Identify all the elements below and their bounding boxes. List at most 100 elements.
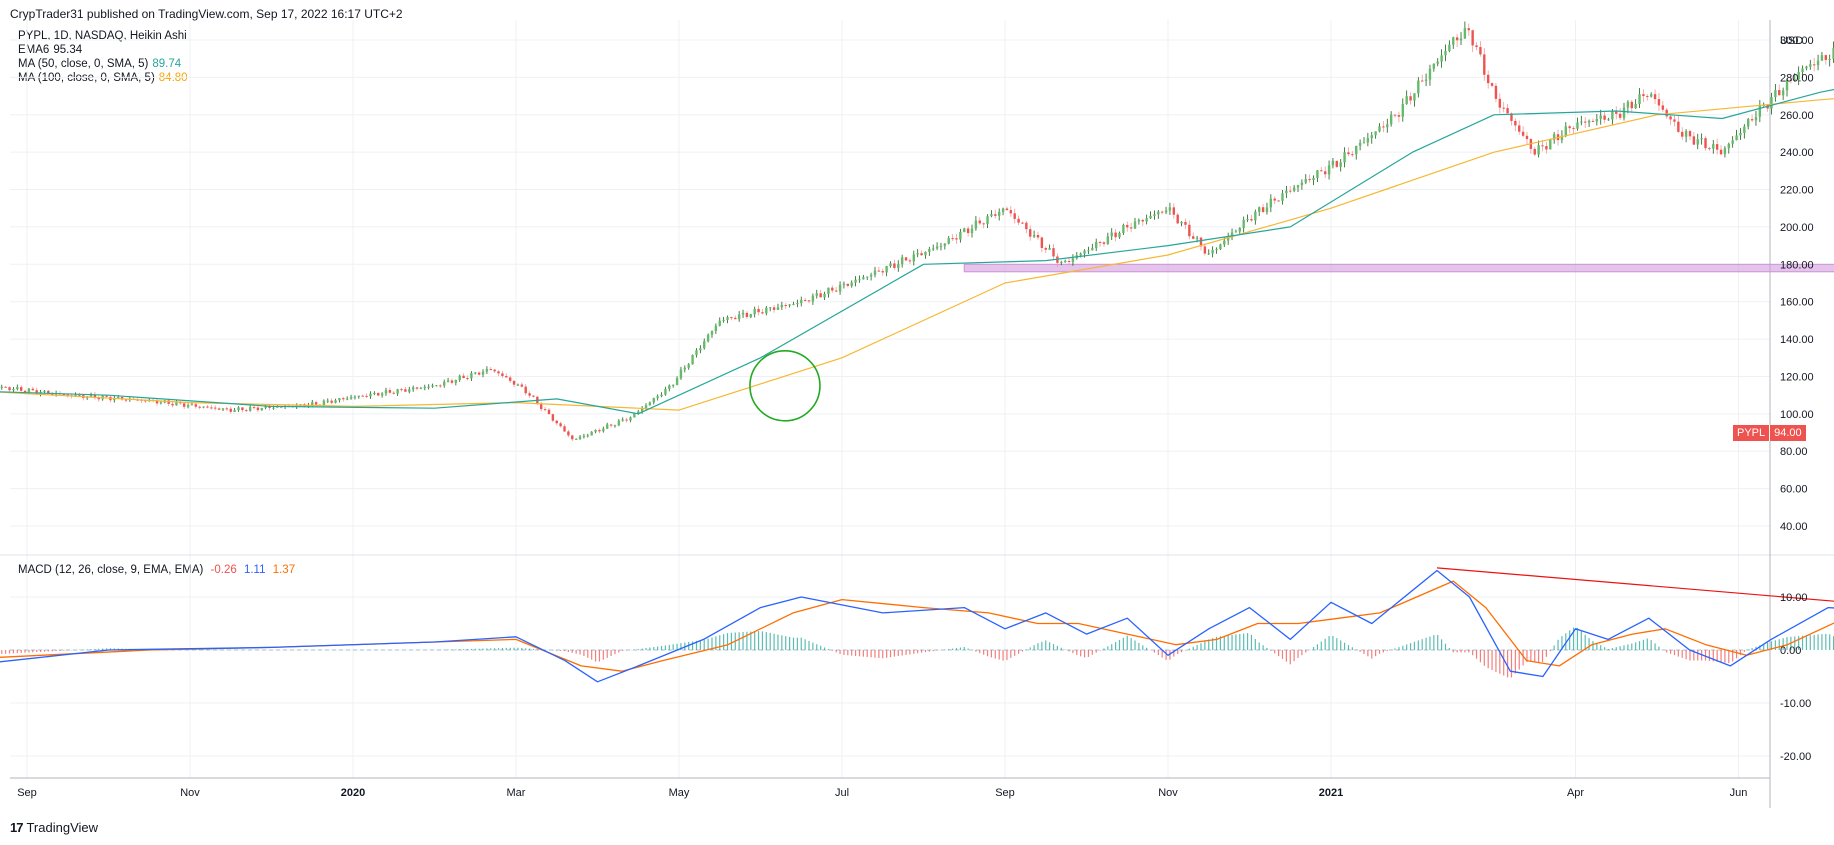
candle-body <box>4 386 7 388</box>
candle-body <box>508 377 512 381</box>
candle-body <box>1564 126 1567 136</box>
legend-ema-value: 95.34 <box>53 44 83 56</box>
candle-body <box>1599 115 1602 119</box>
candle-body <box>660 394 663 397</box>
macd-tick-label: 10.00 <box>1780 592 1808 604</box>
candle-body <box>1638 94 1641 105</box>
candle-body <box>1518 125 1521 132</box>
candle-body <box>1265 207 1269 212</box>
candle-body <box>1358 142 1362 146</box>
time-tick-label: Sep <box>995 787 1015 799</box>
candle-body <box>276 406 279 408</box>
candle-body <box>202 406 205 408</box>
candle-body <box>1110 232 1113 237</box>
candle-body <box>912 254 915 262</box>
candle-body <box>718 320 721 326</box>
candle-body <box>602 428 605 432</box>
candle-body <box>1467 28 1470 31</box>
axes: USD 40.00 60.00 80.00 100.00 120.00 140.00 160.… <box>17 35 1814 799</box>
candle-body <box>1203 246 1207 254</box>
candle-body <box>1754 116 1758 121</box>
candle-body <box>652 398 655 403</box>
candle-body <box>1211 249 1214 254</box>
candle-body <box>1312 177 1315 181</box>
candle-body <box>815 293 818 296</box>
candle-body <box>458 375 461 381</box>
candle-body <box>1168 207 1172 211</box>
candle-body <box>1455 37 1459 41</box>
candle-body <box>1646 96 1649 98</box>
candle-body <box>93 394 97 398</box>
candle-body <box>225 408 229 410</box>
candle-body <box>1292 187 1296 191</box>
price-tick-label: 280.00 <box>1780 72 1814 84</box>
candle-body <box>842 283 846 285</box>
macd-tick-label: 0.00 <box>1780 645 1801 657</box>
candle-body <box>1696 139 1699 145</box>
candle-body <box>908 260 912 262</box>
moving-averages <box>0 88 1834 415</box>
candle-body <box>74 394 77 397</box>
candle-body <box>850 282 853 286</box>
candle-body <box>1479 47 1482 55</box>
candle-body <box>1618 113 1622 118</box>
candle-body <box>377 392 380 396</box>
candle-body <box>792 303 795 305</box>
candle-body <box>1409 96 1412 101</box>
candle-body <box>1688 131 1692 137</box>
candle-body <box>1145 218 1148 222</box>
legend-symbol: PYPL, 1D, NASDAQ, Heikin Ashi <box>18 30 187 42</box>
candle-body <box>1176 214 1179 224</box>
candle-body <box>1137 219 1141 222</box>
candle-body <box>640 408 644 412</box>
candle-body <box>800 299 803 304</box>
candle-body <box>1029 229 1032 237</box>
candle-body <box>493 369 496 372</box>
candle-body <box>1355 145 1358 155</box>
candle-body <box>1192 236 1195 239</box>
candle-body <box>1366 138 1370 143</box>
price-tick-label: 100.00 <box>1780 409 1814 421</box>
candle-body <box>27 388 31 393</box>
candle-body <box>1809 64 1812 67</box>
candle-body <box>893 263 896 268</box>
candle-body <box>664 388 667 395</box>
candle-body <box>1370 135 1373 139</box>
candle-body <box>1378 126 1381 132</box>
red-divergence-line <box>1436 567 1834 602</box>
candle-body <box>1258 207 1261 212</box>
candle-body <box>272 407 275 409</box>
candle-body <box>373 392 376 394</box>
candle-body <box>489 369 492 371</box>
candle-body <box>1250 219 1253 221</box>
candle-body <box>512 380 516 385</box>
candle-body <box>834 290 838 292</box>
candle-body <box>900 257 904 265</box>
candle-body <box>1704 138 1707 149</box>
candle-body <box>1552 134 1556 140</box>
candle-body <box>683 367 687 370</box>
candle-body <box>734 317 737 320</box>
candle-body <box>1149 215 1152 219</box>
time-tick-label: Nov <box>1158 787 1178 799</box>
candle-body <box>113 398 116 401</box>
candle-body <box>1832 47 1834 60</box>
candle-body <box>175 402 178 406</box>
candle-body <box>854 279 857 283</box>
footer: 17 TradingView <box>10 820 98 835</box>
candle-body <box>35 390 38 394</box>
candle-body <box>245 410 248 412</box>
candle-body <box>1739 132 1742 136</box>
candle-body <box>1180 221 1183 224</box>
candle-body <box>221 408 225 410</box>
candle-body <box>1700 138 1703 140</box>
candle-body <box>540 403 543 410</box>
candle-body <box>1087 250 1090 252</box>
price-tick-label: 80.00 <box>1780 446 1808 458</box>
candle-body <box>8 387 11 391</box>
candle-body <box>928 249 931 252</box>
candle-body <box>241 407 244 411</box>
macd-line <box>0 569 1834 683</box>
candle-body <box>1661 105 1665 110</box>
